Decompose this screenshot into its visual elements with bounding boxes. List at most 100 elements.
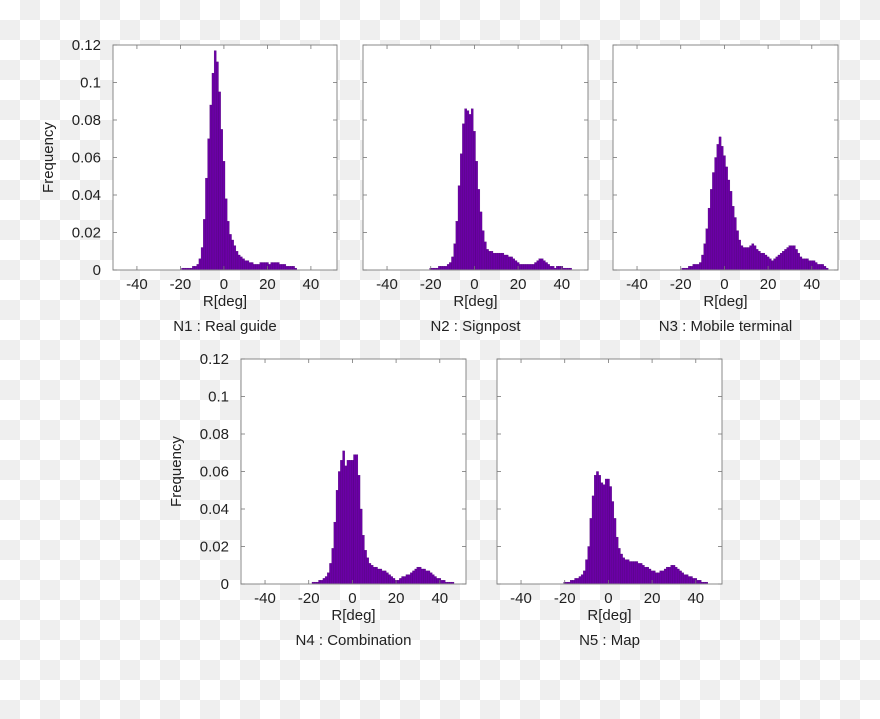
histogram-bar <box>740 245 744 271</box>
histogram-bar <box>348 460 352 585</box>
histogram-bar <box>698 580 702 585</box>
histogram-bar <box>205 177 208 271</box>
histogram-bar <box>657 572 660 585</box>
histogram-bar <box>793 245 796 271</box>
histogram-bar <box>745 247 748 271</box>
histogram-bar <box>731 206 735 271</box>
histogram-bar <box>457 185 461 271</box>
histogram-bar <box>375 566 378 585</box>
histogram-bar <box>747 247 750 271</box>
histogram-bar <box>679 570 682 585</box>
panel-title: N4 : Combination <box>296 632 412 649</box>
histogram-bar <box>477 189 481 271</box>
histogram-bar <box>340 460 343 585</box>
y-tick-label: 0.12 <box>200 351 229 368</box>
histogram-bar <box>639 563 643 585</box>
histogram-bar <box>401 576 404 585</box>
x-tick-label: 20 <box>259 276 276 293</box>
histogram-bar <box>466 110 470 271</box>
histogram-bar <box>442 580 446 585</box>
panel-title: N3 : Mobile terminal <box>659 318 792 335</box>
histogram-bar <box>444 266 448 271</box>
histogram-bar <box>688 266 691 271</box>
histogram-bar <box>655 572 658 585</box>
histogram-bar <box>192 266 195 271</box>
histogram-bar <box>320 580 324 585</box>
histogram-bar <box>788 245 792 271</box>
histogram-bar <box>488 251 491 271</box>
histogram-bar <box>692 578 695 585</box>
histogram-bar <box>701 254 704 271</box>
histogram-bar <box>755 249 759 271</box>
histogram-bar <box>556 266 559 271</box>
histogram-bar <box>712 172 715 271</box>
histogram-bar <box>220 129 223 271</box>
histogram-bar <box>462 123 465 271</box>
histogram-bar <box>512 258 515 271</box>
histogram-bar <box>497 252 500 271</box>
y-tick-label: 0.04 <box>72 187 101 204</box>
histogram-bar <box>578 576 582 585</box>
histogram-bar <box>591 495 595 585</box>
x-tick-label: -20 <box>670 276 692 293</box>
histogram-bar <box>218 91 221 271</box>
histogram-bar <box>790 245 794 271</box>
histogram-bar <box>718 136 722 271</box>
histogram-bar <box>611 501 615 585</box>
histogram-bar <box>331 548 334 585</box>
histogram-bar <box>327 572 330 585</box>
histogram-bar <box>338 471 341 585</box>
histogram-bar <box>626 559 630 585</box>
x-tick-label: 20 <box>510 276 527 293</box>
histogram-bar <box>242 258 245 271</box>
histogram-bar <box>782 251 785 271</box>
histogram-bar <box>364 550 367 585</box>
histogram-bar <box>333 521 337 585</box>
histogram-bar <box>692 264 696 271</box>
x-axis-label: R[deg] <box>703 293 747 310</box>
histogram-bar <box>620 553 623 585</box>
histogram-bar <box>259 262 263 271</box>
histogram-bar <box>410 572 413 585</box>
histogram-bar <box>694 264 698 271</box>
histogram-bar <box>549 266 553 271</box>
histogram-bar <box>274 262 278 271</box>
histogram-bar <box>618 548 621 585</box>
histogram-bar <box>279 264 282 271</box>
histogram-bar <box>392 578 396 585</box>
histogram-bar <box>707 207 711 271</box>
histogram-bar <box>449 262 452 271</box>
histogram-bar <box>580 574 584 585</box>
histogram-bar <box>777 254 781 271</box>
histogram-bar <box>525 264 529 271</box>
histogram-bar <box>758 251 761 271</box>
histogram-bar <box>346 460 350 585</box>
histogram-bar <box>799 256 803 271</box>
panel-5: -40 -20 0 20 40 R[deg] N5 : Map <box>496 358 723 649</box>
x-tick-label: -20 <box>420 276 442 293</box>
histogram-bar <box>277 262 280 271</box>
histogram-bar <box>322 578 326 585</box>
y-tick-label: 0.08 <box>200 426 229 443</box>
histogram-bar <box>287 266 291 271</box>
histogram-bar <box>734 217 737 271</box>
x-tick-label: 40 <box>303 276 320 293</box>
x-tick-label: -40 <box>510 590 532 607</box>
histogram-bar <box>270 262 273 271</box>
histogram-bar <box>222 161 226 271</box>
histogram-bar <box>644 566 647 585</box>
histogram-bar <box>412 570 415 585</box>
histogram-bar <box>720 146 724 271</box>
histogram-bar <box>764 254 768 271</box>
histogram-bar <box>368 563 372 585</box>
x-tick-label: -40 <box>126 276 148 293</box>
histogram-bar <box>622 557 625 585</box>
histogram-bar <box>499 252 502 271</box>
histogram-bar <box>250 262 254 271</box>
histogram-bar <box>521 264 524 271</box>
histogram-bar <box>604 478 608 585</box>
histogram-bar <box>587 546 590 585</box>
histogram-bar <box>470 108 474 271</box>
histogram-bar <box>335 490 339 585</box>
